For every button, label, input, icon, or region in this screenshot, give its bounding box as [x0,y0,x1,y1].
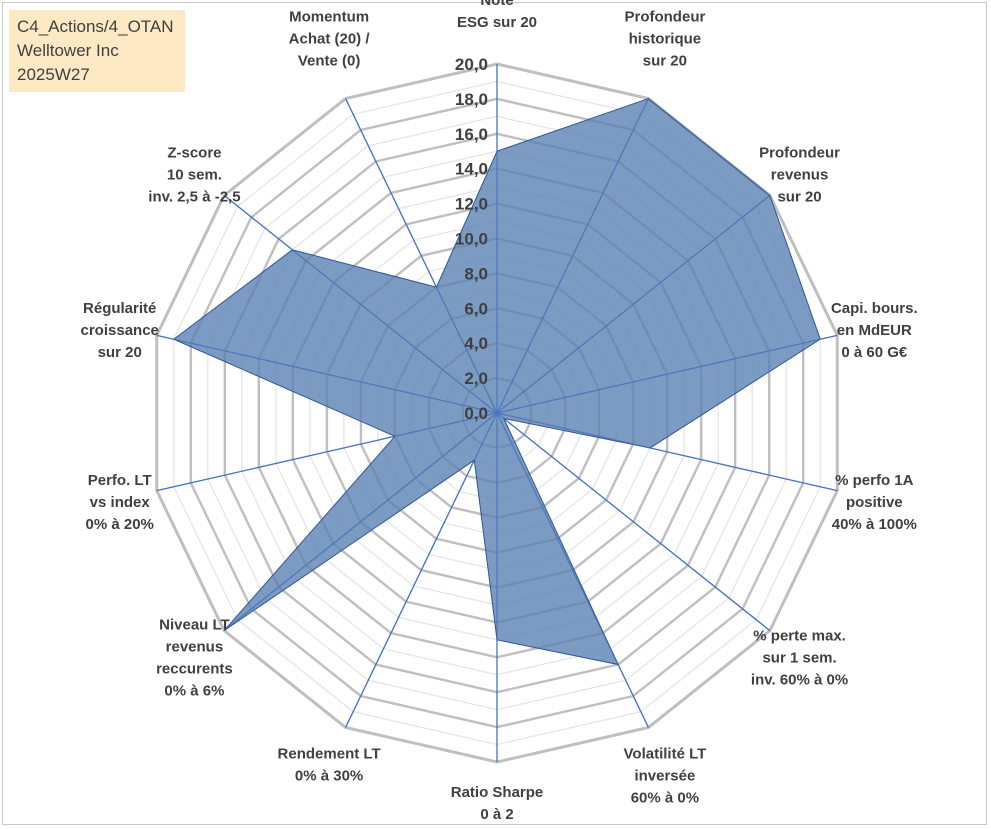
tick-layer: 0,0 2,0 4,0 6,0 8,0 10,0 12,0 14,0 16,0 18,0 20,0 [455,55,488,423]
axis-label: Niveau LT revenus reccurents 0% à 6% [156,616,233,699]
axis-label-line: sur 20 [777,189,821,206]
info-company: Welltower Inc [17,41,119,60]
axis-label-line: Rendement LT [278,746,381,763]
axis-label-line: sur 20 [643,52,687,69]
axis-label: Momentum Achat (20) / Vente (0) [289,8,371,69]
axis-label: % perfo 1A positive 40% à 100% [832,472,917,533]
info-week: 2025W27 [17,65,90,84]
label-layer: Note ESG sur 20 Profondeur historique sur 20… [81,0,918,823]
axis-label: % perte max. sur 1 sem. inv. 60% à 0% [751,627,848,688]
axis-label-line: 0% à 30% [295,768,363,785]
axis-label-line: reccurents [156,660,233,677]
axis-spoke-overlay [223,412,498,631]
axis-label: Ratio Sharpe 0 à 2 [451,784,544,823]
axis-label: Rendement LT 0% à 30% [278,746,381,785]
axis-label-line: 40% à 100% [832,516,917,533]
axis-label-line: sur 1 sem. [762,649,836,666]
axis-spoke-overlay [345,412,498,728]
axis-label-line: 60% à 0% [631,790,699,807]
axis-label-line: en MdEUR [837,322,912,339]
tick-label: 12,0 [455,195,488,214]
axis-label-line: % perte max. [753,627,846,644]
axis-label-line: inversée [634,768,695,785]
axis-label-line: Capi. bours. [831,300,918,317]
axis-label-line: croissance [81,322,159,339]
axis-label-line: 0% à 20% [86,516,154,533]
axis-label-line: Note [480,0,513,9]
axis-label-line: Perfo. LT [88,472,152,489]
axis-label-line: revenus [166,638,224,655]
axis-label: Z-score 10 sem. inv. 2,5 à -2,5 [148,145,240,206]
axis-label-line: Niveau LT [159,616,230,633]
axis-spoke-overlay [496,412,649,728]
axis-label-line: 0 à 60 G€ [841,344,908,361]
tick-label: 10,0 [455,230,488,249]
tick-label: 14,0 [455,160,488,179]
axis-label: Note ESG sur 20 [457,0,537,31]
axis-label-line: 0 à 2 [480,806,513,823]
axis-label-line: Z-score [167,145,221,162]
info-box: C4_Actions/4_OTAN Welltower Inc 2025W27 [9,10,185,92]
axis-spoke-overlay [496,98,649,414]
axis-label-line: Achat (20) / [289,30,371,47]
axis-label-line: Ratio Sharpe [451,784,544,801]
axis-label: Perfo. LT vs index 0% à 20% [86,472,154,533]
axis-label-line: Profondeur [624,8,705,25]
tick-label: 2,0 [464,369,488,388]
axis-label-line: inv. 60% à 0% [751,671,848,688]
tick-label: 4,0 [464,334,488,353]
axis-label-line: sur 20 [98,344,142,361]
axis-label: Profondeur revenus sur 20 [759,145,840,206]
series-layer [156,64,838,762]
axis-label: Régularité croissance sur 20 [81,300,159,361]
axis-label: Capi. bours. en MdEUR 0 à 60 G€ [831,300,918,361]
axis-label-line: ESG sur 20 [457,14,537,31]
axis-label-line: 10 sem. [167,167,222,184]
axis-spoke-overlay [156,412,498,492]
tick-label: 6,0 [464,299,488,318]
tick-label: 20,0 [455,55,488,74]
axis-label-line: Profondeur [759,145,840,162]
axis-label: Volatilité LT inversée 60% à 0% [624,746,707,807]
axis-spoke-overlay [223,195,498,414]
axis-label-line: vs index [90,494,151,511]
tick-label: 18,0 [455,90,488,109]
axis-spoke-overlay [496,334,838,414]
info-category: C4_Actions/4_OTAN [17,17,174,36]
axis-label-line: Momentum [289,8,369,25]
axis-label-line: 0% à 6% [164,682,224,699]
axis-label-line: positive [846,494,903,511]
axis-label: Profondeur historique sur 20 [624,8,705,69]
axis-spoke-overlay [496,412,771,631]
axis-label-line: Volatilité LT [624,746,707,763]
tick-label: 8,0 [464,264,488,283]
tick-label: 16,0 [455,125,488,144]
axis-label-line: % perfo 1A [835,472,914,489]
axis-label-line: Vente (0) [298,52,361,69]
axis-label-line: inv. 2,5 à -2,5 [148,189,240,206]
axis-spoke-overlay [156,334,498,414]
tick-label: 0,0 [464,404,488,423]
axis-spoke-overlay [345,98,498,414]
axis-label-line: historique [629,30,702,47]
axis-label-line: revenus [771,167,829,184]
axis-spoke-overlay [496,195,771,414]
axis-spoke-overlay [496,412,838,492]
axis-label-line: Régularité [83,300,156,317]
